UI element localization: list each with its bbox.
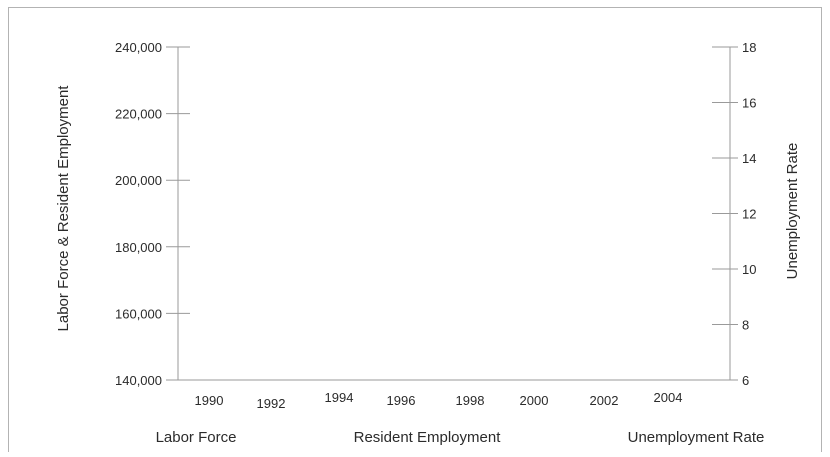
x-tick-label: 1990 — [195, 393, 224, 408]
y-right-tick-label: 16 — [742, 96, 756, 111]
y-left-tick-label: 220,000 — [115, 107, 162, 122]
y-right-tick-label: 6 — [742, 373, 749, 388]
y-left-tick-label: 160,000 — [115, 306, 162, 321]
y-right-tick-label: 8 — [742, 318, 749, 333]
y-left-tick-label: 200,000 — [115, 173, 162, 188]
y-left-tick-label: 240,000 — [115, 40, 162, 55]
legend-item: Resident Employment — [354, 429, 502, 446]
chart-frame — [8, 7, 822, 452]
x-tick-label: 1992 — [257, 396, 286, 411]
y-right-axis-title: Unemployment Rate — [784, 143, 801, 280]
y-left-tick-label: 140,000 — [115, 373, 162, 388]
legend-item: Labor Force — [156, 429, 237, 446]
x-tick-label: 1996 — [387, 393, 416, 408]
y-right-tick-label: 12 — [742, 207, 756, 222]
x-tick-label: 2004 — [654, 390, 683, 405]
y-left-axis-title: Labor Force & Resident Employment — [55, 85, 72, 332]
y-right-tick-label: 14 — [742, 151, 756, 166]
legend-item: Unemployment Rate — [628, 429, 765, 446]
y-right-tick-label: 18 — [742, 40, 756, 55]
x-tick-label: 1998 — [456, 393, 485, 408]
y-right-tick-label: 10 — [742, 262, 756, 277]
x-tick-label: 1994 — [325, 390, 354, 405]
x-tick-label: 2000 — [520, 393, 549, 408]
x-tick-label: 2002 — [590, 393, 619, 408]
y-left-tick-label: 180,000 — [115, 240, 162, 255]
